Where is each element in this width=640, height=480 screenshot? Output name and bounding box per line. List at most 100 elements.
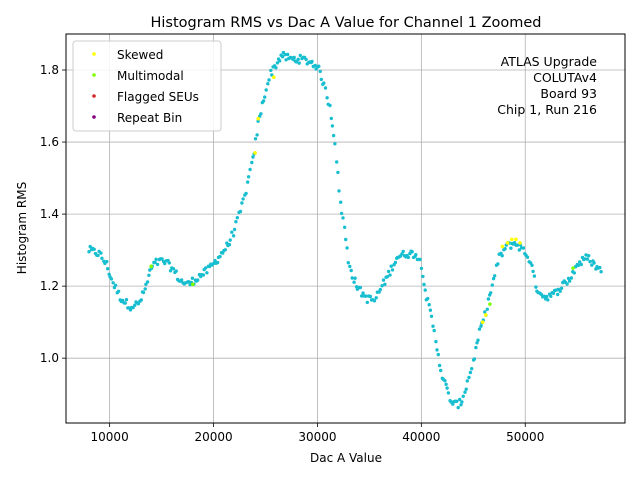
scatter-point (109, 277, 114, 281)
scatter-point (401, 249, 405, 254)
scatter-point (426, 296, 430, 301)
scatter-point (439, 368, 443, 373)
x-tick-label: 30000 (298, 430, 336, 444)
scatter-point (313, 63, 317, 68)
legend-marker-skewed (92, 52, 96, 56)
annotation-line-3: Board 93 (540, 86, 597, 101)
scatter-point (389, 264, 393, 268)
scatter-point (428, 308, 433, 312)
scatter-point (381, 278, 386, 282)
scatter-point (284, 58, 288, 62)
scatter-point (328, 103, 332, 108)
scatter-point (213, 258, 217, 263)
legend: Skewed Multimodal Flagged SEUs Repeat Bi… (72, 40, 222, 132)
scatter-point (410, 250, 414, 254)
scatter-point (532, 274, 537, 278)
multimodal-point (149, 264, 154, 269)
scatter-point (468, 370, 473, 375)
scatter-point (463, 390, 467, 394)
scatter-point (240, 201, 244, 205)
scatter-point (147, 273, 151, 277)
skewed-point (505, 241, 510, 245)
scatter-point (464, 387, 468, 391)
scatter-point (578, 260, 582, 264)
y-axis-ticks: 1.0 1.2 1.4 1.6 1.8 (40, 63, 66, 365)
scatter-point (534, 285, 538, 289)
legend-label-skewed: Skewed (117, 48, 163, 62)
scatter-point (121, 298, 125, 303)
scatter-point (278, 59, 282, 63)
scatter-point (569, 276, 574, 280)
scatter-point (558, 289, 562, 293)
scatter-point (100, 256, 104, 260)
scatter-point (388, 273, 392, 277)
scatter-point (485, 307, 489, 311)
legend-marker-repeat-bin (92, 115, 96, 119)
scatter-point (378, 287, 382, 292)
multimodal-point (488, 302, 492, 306)
annotation-line-2: COLUTAv4 (533, 70, 597, 85)
scatter-point (131, 305, 135, 310)
scatter-point (509, 246, 513, 250)
scatter-point (400, 252, 404, 256)
scatter-point (599, 270, 603, 274)
scatter-point (153, 260, 157, 265)
scatter-point (204, 266, 208, 270)
scatter-point (250, 160, 254, 165)
legend-marker-flagged-seus (92, 94, 96, 98)
scatter-point (346, 261, 350, 265)
scatter-point (171, 267, 176, 271)
scatter-point (565, 282, 569, 286)
scatter-point (196, 278, 200, 282)
scatter-point (472, 357, 477, 361)
scatter-point (455, 399, 459, 403)
scatter-point (414, 253, 418, 257)
scatter-point (244, 191, 248, 196)
skewed-point (500, 244, 505, 249)
scatter-point (434, 339, 438, 344)
scatter-point (145, 280, 150, 284)
y-tick-label: 1.6 (40, 135, 59, 149)
scatter-point (344, 237, 348, 242)
scatter-point (323, 86, 328, 90)
scatter-point (549, 294, 553, 298)
y-tick-label: 1.0 (40, 351, 59, 365)
scatter-point (546, 298, 550, 302)
scatter-point (343, 225, 347, 229)
scatter-point (235, 216, 239, 220)
scatter-point (248, 167, 252, 172)
scatter-point (283, 52, 287, 57)
scatter-point (475, 341, 479, 345)
scatter-point (418, 257, 422, 262)
scatter-point (542, 294, 546, 298)
scatter-point (592, 261, 596, 265)
scatter-point (477, 327, 482, 331)
grid-lines (66, 34, 625, 423)
scatter-point (489, 291, 493, 295)
scatter-point (427, 303, 431, 307)
scatter-point (364, 294, 368, 298)
scatter-point (531, 269, 535, 274)
scatter-point (545, 294, 549, 299)
scatter-point (317, 64, 321, 68)
legend-marker-multimodal (92, 73, 96, 77)
scatter-point (280, 55, 285, 59)
scatter-point (99, 251, 103, 255)
scatter-point (331, 133, 336, 138)
scatter-point (253, 137, 258, 141)
scatter-point (179, 278, 184, 282)
scatter-point (559, 286, 564, 290)
scatter-point (579, 262, 583, 267)
scatter-point (525, 255, 530, 259)
multimodal-point (190, 282, 195, 287)
scatter-point (460, 400, 464, 404)
scatter-point (160, 257, 164, 261)
scatter-point (358, 285, 362, 290)
scatter-point (539, 292, 543, 297)
scatter-point (167, 261, 171, 265)
scatter-point (251, 155, 255, 159)
scatter-point (423, 288, 427, 292)
annotation-line-4: Chip 1, Run 216 (497, 102, 597, 117)
skewed-point (514, 237, 518, 242)
